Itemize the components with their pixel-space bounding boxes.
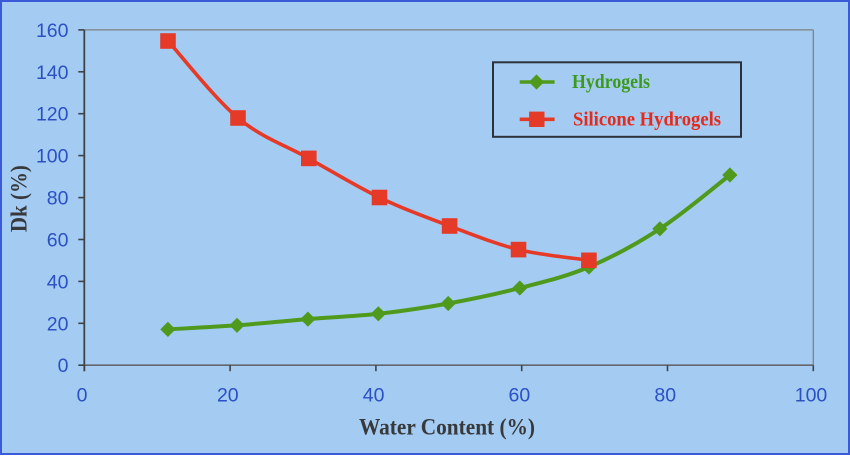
svg-text:160: 160 (36, 20, 69, 42)
svg-text:140: 140 (36, 62, 69, 84)
svg-text:60: 60 (47, 230, 69, 252)
svg-text:Water Content (%): Water Content (%) (359, 415, 535, 440)
svg-text:Hydrogels: Hydrogels (572, 71, 650, 93)
svg-text:100: 100 (36, 146, 69, 168)
svg-text:100: 100 (795, 385, 828, 407)
svg-text:20: 20 (217, 385, 239, 407)
svg-text:0: 0 (77, 385, 88, 407)
svg-text:Dk (%): Dk (%) (7, 165, 32, 232)
svg-text:60: 60 (509, 385, 531, 407)
svg-text:80: 80 (654, 385, 676, 407)
svg-text:40: 40 (47, 271, 69, 293)
svg-text:120: 120 (36, 104, 69, 126)
svg-text:80: 80 (47, 188, 69, 210)
svg-text:Silicone Hydrogels: Silicone Hydrogels (573, 109, 721, 131)
svg-text:40: 40 (363, 385, 385, 407)
svg-text:0: 0 (58, 355, 69, 377)
svg-text:20: 20 (47, 313, 69, 335)
